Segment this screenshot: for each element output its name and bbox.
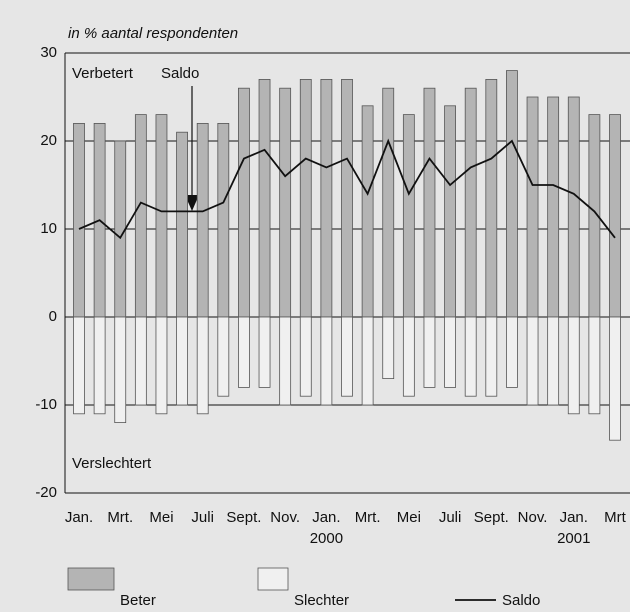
bar (526, 316, 539, 406)
bar (361, 105, 374, 318)
bar (423, 87, 436, 318)
bar (114, 140, 127, 318)
x-group-label: 2000 (310, 530, 343, 547)
bar (506, 316, 518, 388)
x-tick-label: Mrt (604, 509, 626, 526)
bar (567, 316, 580, 415)
legend-label: Saldo (502, 592, 540, 609)
bar (258, 79, 271, 318)
bar (176, 131, 188, 318)
x-tick-label: Sept. (226, 509, 261, 526)
bar (299, 316, 312, 397)
bar (526, 96, 539, 318)
x-tick-label: Nov. (270, 509, 300, 526)
x-tick-label: Mrt. (107, 509, 133, 526)
bar (485, 79, 498, 318)
x-tick-label: Mei (397, 509, 421, 526)
bar (588, 316, 601, 415)
x-tick-label: Mrt. (355, 509, 381, 526)
bar (444, 105, 456, 318)
bar (382, 87, 395, 318)
legend-swatch (257, 567, 289, 591)
bar (238, 316, 250, 388)
x-tick-label: Sept. (474, 509, 509, 526)
bar (341, 316, 353, 397)
bar (464, 87, 477, 318)
x-tick-label: Jan. (560, 509, 588, 526)
bar (73, 123, 85, 318)
bar (134, 316, 147, 406)
bar (485, 316, 498, 397)
legend-label: Slechter (294, 592, 349, 609)
bar (547, 316, 560, 406)
bar (423, 316, 436, 388)
bar (279, 87, 292, 318)
x-tick-label: Mei (149, 509, 173, 526)
x-tick-label: Jan. (65, 509, 93, 526)
bar (361, 316, 374, 406)
annotation: Saldo (161, 65, 199, 82)
line (78, 138, 616, 240)
bar (238, 87, 250, 318)
y-tick-label: 30 (40, 44, 57, 61)
bar (609, 316, 621, 441)
bar (547, 96, 560, 318)
arrow-head (185, 195, 199, 211)
y-tick-label: 10 (40, 220, 57, 237)
bar (279, 316, 292, 406)
bar (155, 316, 168, 415)
bar (341, 79, 353, 318)
legend-swatch (67, 567, 115, 591)
bar (299, 79, 312, 318)
bar (114, 316, 127, 423)
legend-label: Beter (120, 592, 156, 609)
y-axis-label: in % aantal respondenten (68, 25, 238, 42)
y-tick-label: 0 (49, 308, 57, 325)
bar (176, 316, 188, 406)
annotation: Verbetert (72, 65, 134, 82)
bar (402, 114, 415, 318)
bar (444, 316, 456, 388)
bar (93, 316, 106, 415)
x-tick-label: Juli (439, 509, 462, 526)
bar (464, 316, 477, 397)
x-tick-label: Nov. (518, 509, 548, 526)
bar (382, 316, 395, 379)
bar (609, 114, 621, 318)
annotation: Verslechtert (72, 455, 152, 472)
bar (196, 123, 209, 318)
y-tick-label: 20 (40, 132, 57, 149)
bar (320, 316, 333, 406)
x-tick-label: Juli (191, 509, 214, 526)
bar (402, 316, 415, 397)
bar (73, 316, 85, 415)
bar (258, 316, 271, 388)
y-tick-label: -10 (35, 396, 57, 413)
x-tick-label: Jan. (312, 509, 340, 526)
bar (567, 96, 580, 318)
bar (506, 70, 518, 318)
bar (196, 316, 209, 415)
bar (217, 123, 230, 318)
x-group-label: 2001 (557, 530, 590, 547)
bar (155, 114, 168, 318)
bar (134, 114, 147, 318)
bar (217, 316, 230, 397)
bar (320, 79, 333, 318)
y-tick-label: -20 (35, 484, 57, 501)
